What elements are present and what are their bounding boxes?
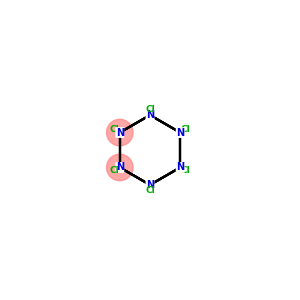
Text: N: N	[176, 128, 184, 138]
Text: Cl: Cl	[145, 105, 155, 114]
Circle shape	[106, 119, 133, 146]
Text: N: N	[116, 128, 124, 138]
Text: N: N	[176, 162, 184, 172]
Text: Cl: Cl	[180, 166, 190, 175]
Text: Cl: Cl	[110, 125, 120, 134]
Text: Cl: Cl	[110, 166, 120, 175]
Text: N: N	[116, 162, 124, 172]
Circle shape	[106, 154, 133, 181]
Text: Cl: Cl	[180, 125, 190, 134]
Text: N: N	[146, 180, 154, 190]
Text: Cl: Cl	[145, 186, 155, 195]
Text: N: N	[146, 110, 154, 120]
